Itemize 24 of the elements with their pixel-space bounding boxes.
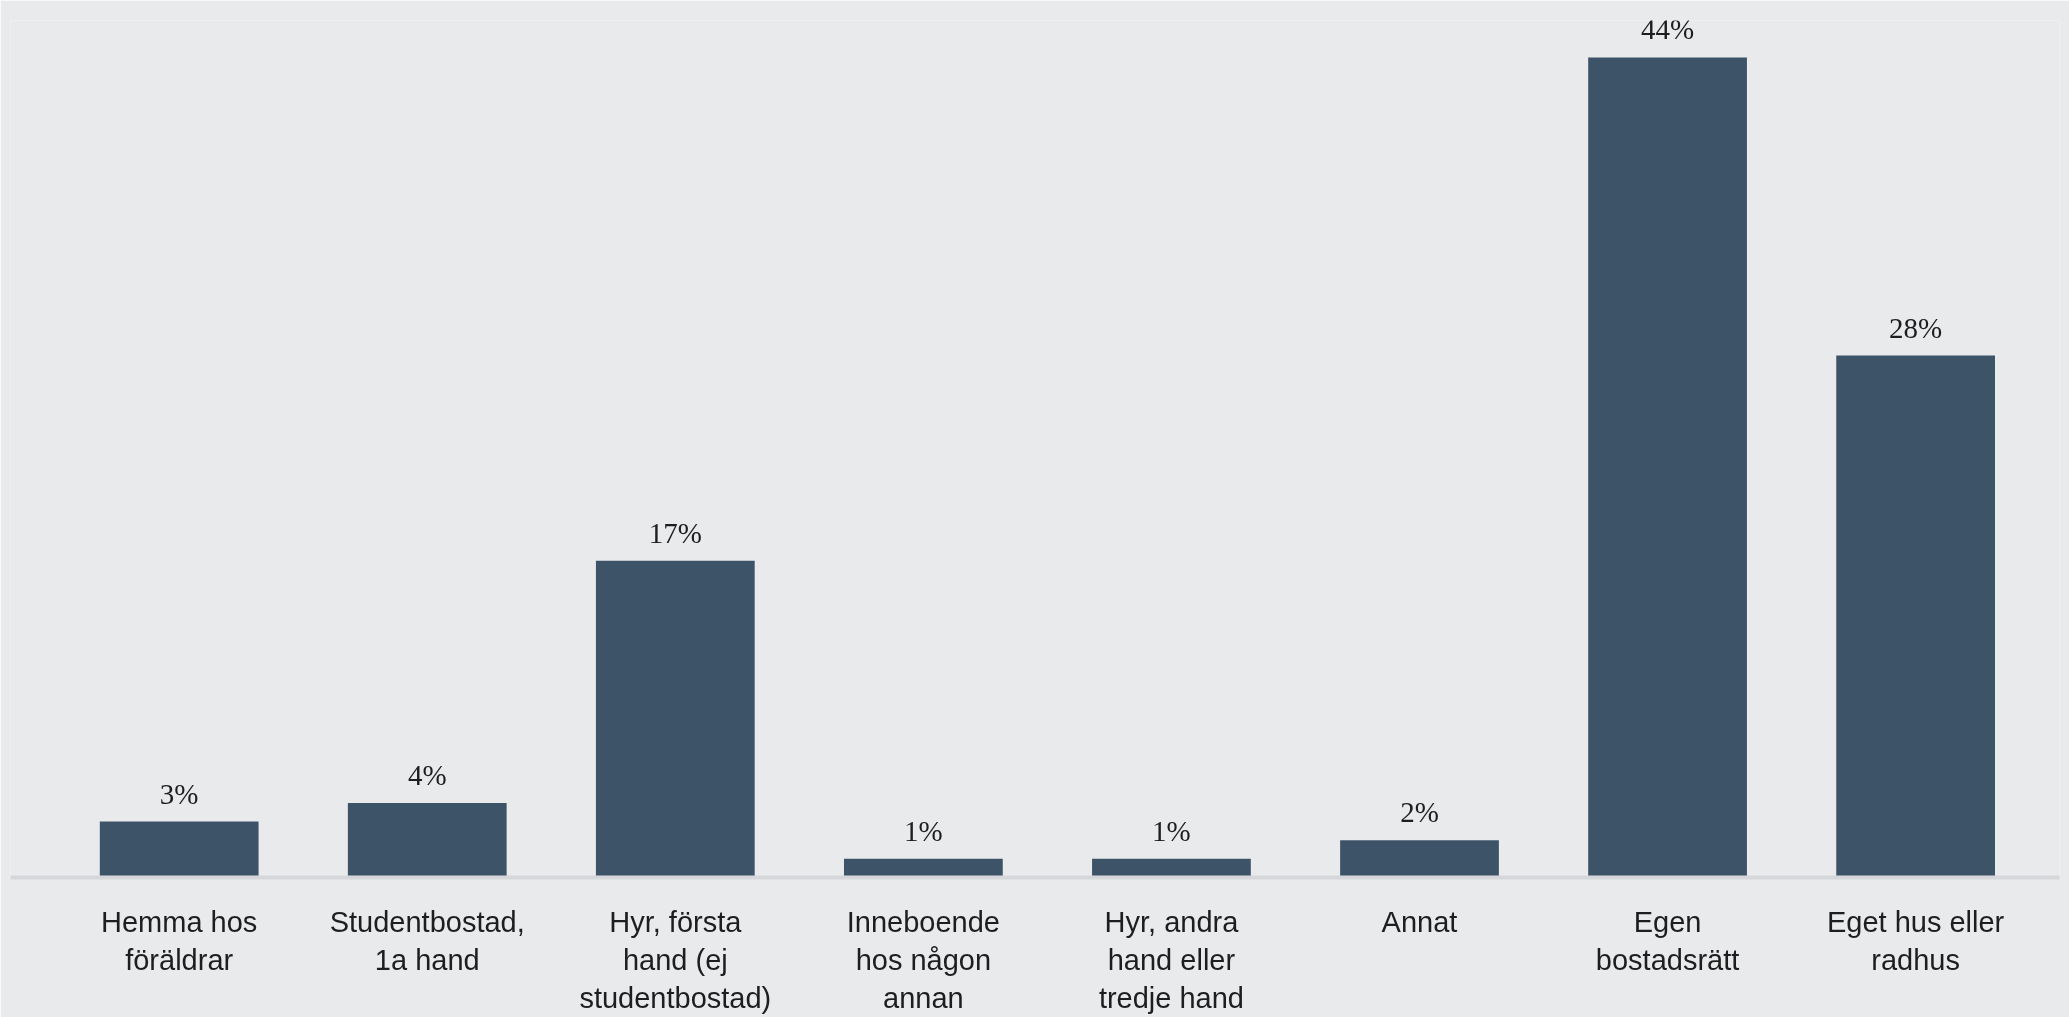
- data-label: 28%: [1889, 311, 1943, 344]
- data-label: 3%: [159, 777, 199, 810]
- bar: [843, 858, 1003, 878]
- x-tick-label: Studentbostad, 1a hand: [329, 905, 525, 976]
- x-tick-label: Hyr, första hand (ej studentbostad): [579, 905, 772, 1015]
- bar: [1340, 840, 1499, 878]
- data-label: 2%: [1400, 796, 1439, 829]
- bar: [99, 821, 259, 878]
- data-label: 4%: [407, 758, 447, 791]
- data-label: 17%: [648, 516, 702, 549]
- x-tick-label: Eget hus eller radhus: [1826, 905, 2005, 976]
- data-label: 44%: [1640, 13, 1695, 46]
- x-tick-label: Egen bostadsrätt: [1595, 905, 1740, 976]
- data-label: 1%: [1152, 814, 1191, 847]
- data-label: 1%: [904, 814, 943, 847]
- x-tick-label: Hyr, andra hand eller tredje hand: [1098, 905, 1244, 1015]
- x-tick-label: Annat: [1381, 905, 1458, 938]
- bar: [595, 560, 755, 878]
- bar: [347, 802, 507, 878]
- bar: [1092, 858, 1251, 878]
- bar: [1588, 57, 1747, 878]
- x-tick-label: Hemma hos föräldrar: [101, 905, 258, 976]
- x-tick-label: Inneboende hos någon annan: [846, 905, 1000, 1015]
- bar: [1836, 355, 1995, 878]
